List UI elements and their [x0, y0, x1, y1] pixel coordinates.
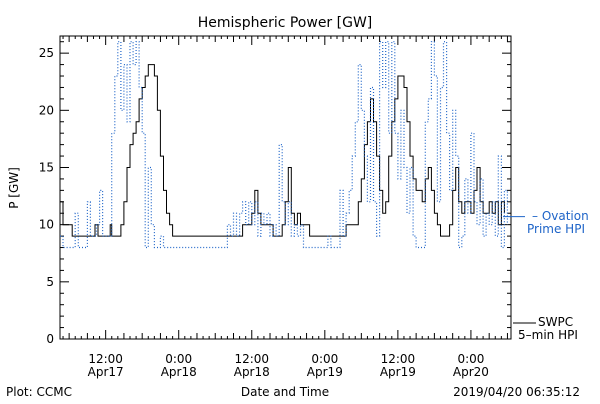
y-tick-label: 25 [39, 46, 54, 60]
ovation-label-line2: Prime HPI [527, 222, 585, 236]
plot-timestamp: 2019/04/20 06:35:12 [453, 385, 580, 399]
swpc-label-line2: 5–min HPI [518, 328, 578, 342]
x-tick-time-label: 0:00 [311, 352, 338, 366]
chart-title: Hemispheric Power [GW] [198, 15, 373, 31]
x-tick-time-label: 12:00 [381, 352, 416, 366]
x-tick-time-label: 12:00 [234, 352, 269, 366]
x-tick-time-label: 0:00 [165, 352, 192, 366]
swpc-label-line1: SWPC [538, 315, 573, 329]
x-tick-date-label: Apr18 [161, 365, 197, 379]
y-tick-label: 15 [39, 160, 54, 174]
x-tick-time-label: 0:00 [457, 352, 484, 366]
x-tick-date-label: Apr20 [453, 365, 489, 379]
ovation-prime-hpi-line [60, 41, 508, 249]
y-tick-label: 10 [39, 218, 54, 232]
y-tick-label: 5 [46, 275, 54, 289]
ovation-label-line1: – Ovation [532, 209, 589, 223]
plot-frame [59, 35, 512, 340]
swpc-hpi-line [60, 64, 505, 237]
x-tick-date-label: Apr19 [307, 365, 343, 379]
y-tick-label: 0 [46, 332, 54, 346]
x-tick-date-label: Apr19 [380, 365, 416, 379]
x-axis-label: Date and Time [241, 385, 329, 399]
x-tick-time-label: 12:00 [88, 352, 123, 366]
x-tick-date-label: Apr17 [88, 365, 124, 379]
plot-credit: Plot: CCMC [6, 385, 72, 399]
y-tick-label: 20 [39, 103, 54, 117]
x-tick-date-label: Apr18 [234, 365, 270, 379]
y-axis-label: P [GW] [7, 167, 21, 209]
